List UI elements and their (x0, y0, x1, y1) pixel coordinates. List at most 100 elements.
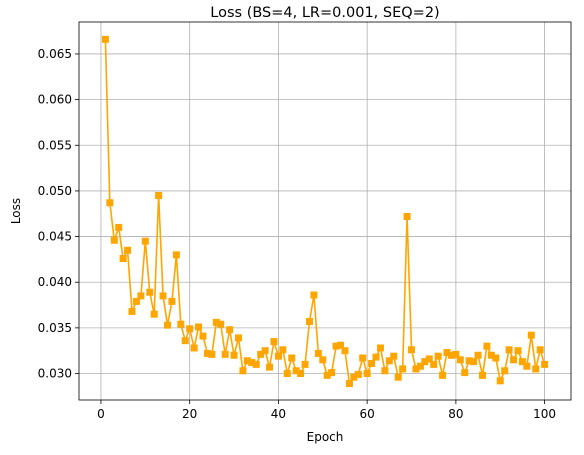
data-point (377, 344, 384, 351)
data-point (279, 346, 286, 353)
y-tick-label: 0.030 (38, 367, 72, 381)
data-point (239, 367, 246, 374)
data-point (200, 333, 207, 340)
data-point (479, 372, 486, 379)
data-point (164, 322, 171, 329)
data-point (195, 323, 202, 330)
data-point (381, 367, 388, 374)
x-tick-label: 80 (448, 407, 463, 421)
data-point (129, 308, 136, 315)
data-point (275, 353, 282, 360)
y-tick-label: 0.050 (38, 184, 72, 198)
data-point (106, 199, 113, 206)
y-tick-label: 0.065 (38, 47, 72, 61)
data-point (231, 352, 238, 359)
data-point (226, 326, 233, 333)
data-point (514, 347, 521, 354)
data-point (408, 346, 415, 353)
data-point (523, 363, 530, 370)
loss-series (102, 36, 548, 387)
data-point (492, 355, 499, 362)
chart-title: Loss (BS=4, LR=0.001, SEQ=2) (210, 5, 439, 21)
y-tick-label: 0.035 (38, 321, 72, 335)
data-point (404, 213, 411, 220)
data-point (439, 372, 446, 379)
y-tick-label: 0.060 (38, 93, 72, 107)
data-point (430, 361, 437, 368)
data-point (208, 351, 215, 358)
data-point (235, 334, 242, 341)
data-point (146, 289, 153, 296)
data-point (461, 369, 468, 376)
data-point (155, 192, 162, 199)
data-point (151, 311, 158, 318)
data-point (395, 374, 402, 381)
data-point (186, 325, 193, 332)
x-tick-label: 60 (360, 407, 375, 421)
data-point (177, 321, 184, 328)
data-point (111, 237, 118, 244)
data-point (355, 371, 362, 378)
y-tick-label: 0.045 (38, 230, 72, 244)
data-point (168, 298, 175, 305)
y-tick-label: 0.055 (38, 138, 72, 152)
data-point (528, 332, 535, 339)
y-tick-label: 0.040 (38, 275, 72, 289)
x-tick-label: 100 (533, 407, 556, 421)
data-point (541, 361, 548, 368)
data-point (483, 343, 490, 350)
data-point (182, 337, 189, 344)
data-point (497, 377, 504, 384)
data-point (457, 356, 464, 363)
data-point (253, 361, 260, 368)
data-point (137, 292, 144, 299)
x-axis-label: Epoch (307, 430, 344, 444)
data-point (315, 350, 322, 357)
data-point (217, 321, 224, 328)
data-point (475, 352, 482, 359)
data-point (501, 367, 508, 374)
data-point (373, 354, 380, 361)
data-point (319, 356, 326, 363)
data-point (142, 238, 149, 245)
data-point (346, 380, 353, 387)
data-point (368, 360, 375, 367)
data-point (506, 346, 513, 353)
data-point (310, 292, 317, 299)
data-point (120, 255, 127, 262)
data-point (537, 346, 544, 353)
data-point (284, 370, 291, 377)
data-point (297, 370, 304, 377)
data-point (364, 370, 371, 377)
data-point (270, 338, 277, 345)
data-point (532, 365, 539, 372)
data-point (359, 355, 366, 362)
axis-ticks: 0 20 40 60 80 100 0.030 0.035 0.040 0.045 0.050 0.0… (38, 47, 556, 421)
x-tick-label: 0 (97, 407, 105, 421)
plot-frame (79, 22, 571, 400)
data-point (160, 292, 167, 299)
data-point (222, 351, 229, 358)
data-point (470, 358, 477, 365)
data-point (510, 356, 517, 363)
data-point (399, 365, 406, 372)
grid (79, 22, 571, 400)
data-point (262, 347, 269, 354)
data-point (390, 353, 397, 360)
data-point (328, 369, 335, 376)
data-point (341, 347, 348, 354)
data-point (288, 355, 295, 362)
x-tick-label: 20 (182, 407, 197, 421)
data-point (306, 318, 313, 325)
data-point (124, 247, 131, 254)
data-point (173, 251, 180, 258)
data-point (191, 344, 198, 351)
x-tick-label: 40 (271, 407, 286, 421)
data-point (435, 353, 442, 360)
data-point (102, 36, 109, 43)
data-point (115, 224, 122, 231)
series-line (105, 39, 544, 383)
data-point (266, 364, 273, 371)
data-point (302, 361, 309, 368)
